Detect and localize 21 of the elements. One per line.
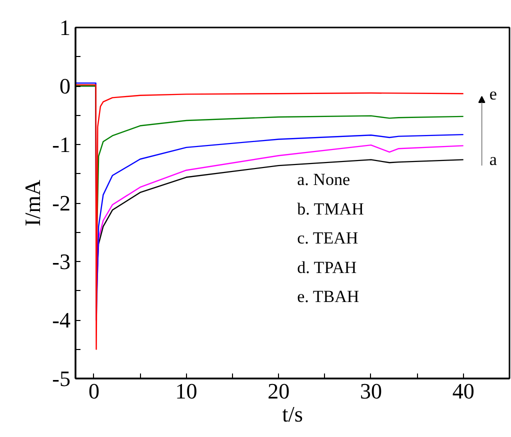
x-tick-label: 20	[268, 378, 290, 404]
annotation: a. None	[297, 170, 350, 190]
y-tick-label: -3	[52, 249, 70, 274]
y-tick-label: -5	[52, 366, 70, 391]
y-tick-label: -1	[52, 132, 70, 157]
x-tick-label: 40	[452, 378, 474, 404]
annotation: a	[489, 150, 498, 170]
x-axis-title: t/s	[282, 402, 303, 426]
x-tick-label: 10	[175, 378, 198, 404]
y-tick-label: 1	[60, 15, 70, 40]
annotation: e	[489, 84, 497, 104]
annotation: c. TEAH	[297, 228, 358, 248]
annotation: b. TMAH	[297, 199, 364, 218]
y-tick-label: -2	[52, 190, 70, 216]
x-tick-label: 30	[360, 378, 382, 404]
annotation: d. TPAH	[297, 258, 357, 277]
x-tick-label: 0	[88, 378, 100, 404]
y-tick-label: -4	[52, 308, 70, 332]
y-tick-label: 0	[60, 74, 70, 98]
y-axis-title: I/mA	[20, 180, 46, 226]
annotation: e. TBAH	[297, 287, 360, 306]
